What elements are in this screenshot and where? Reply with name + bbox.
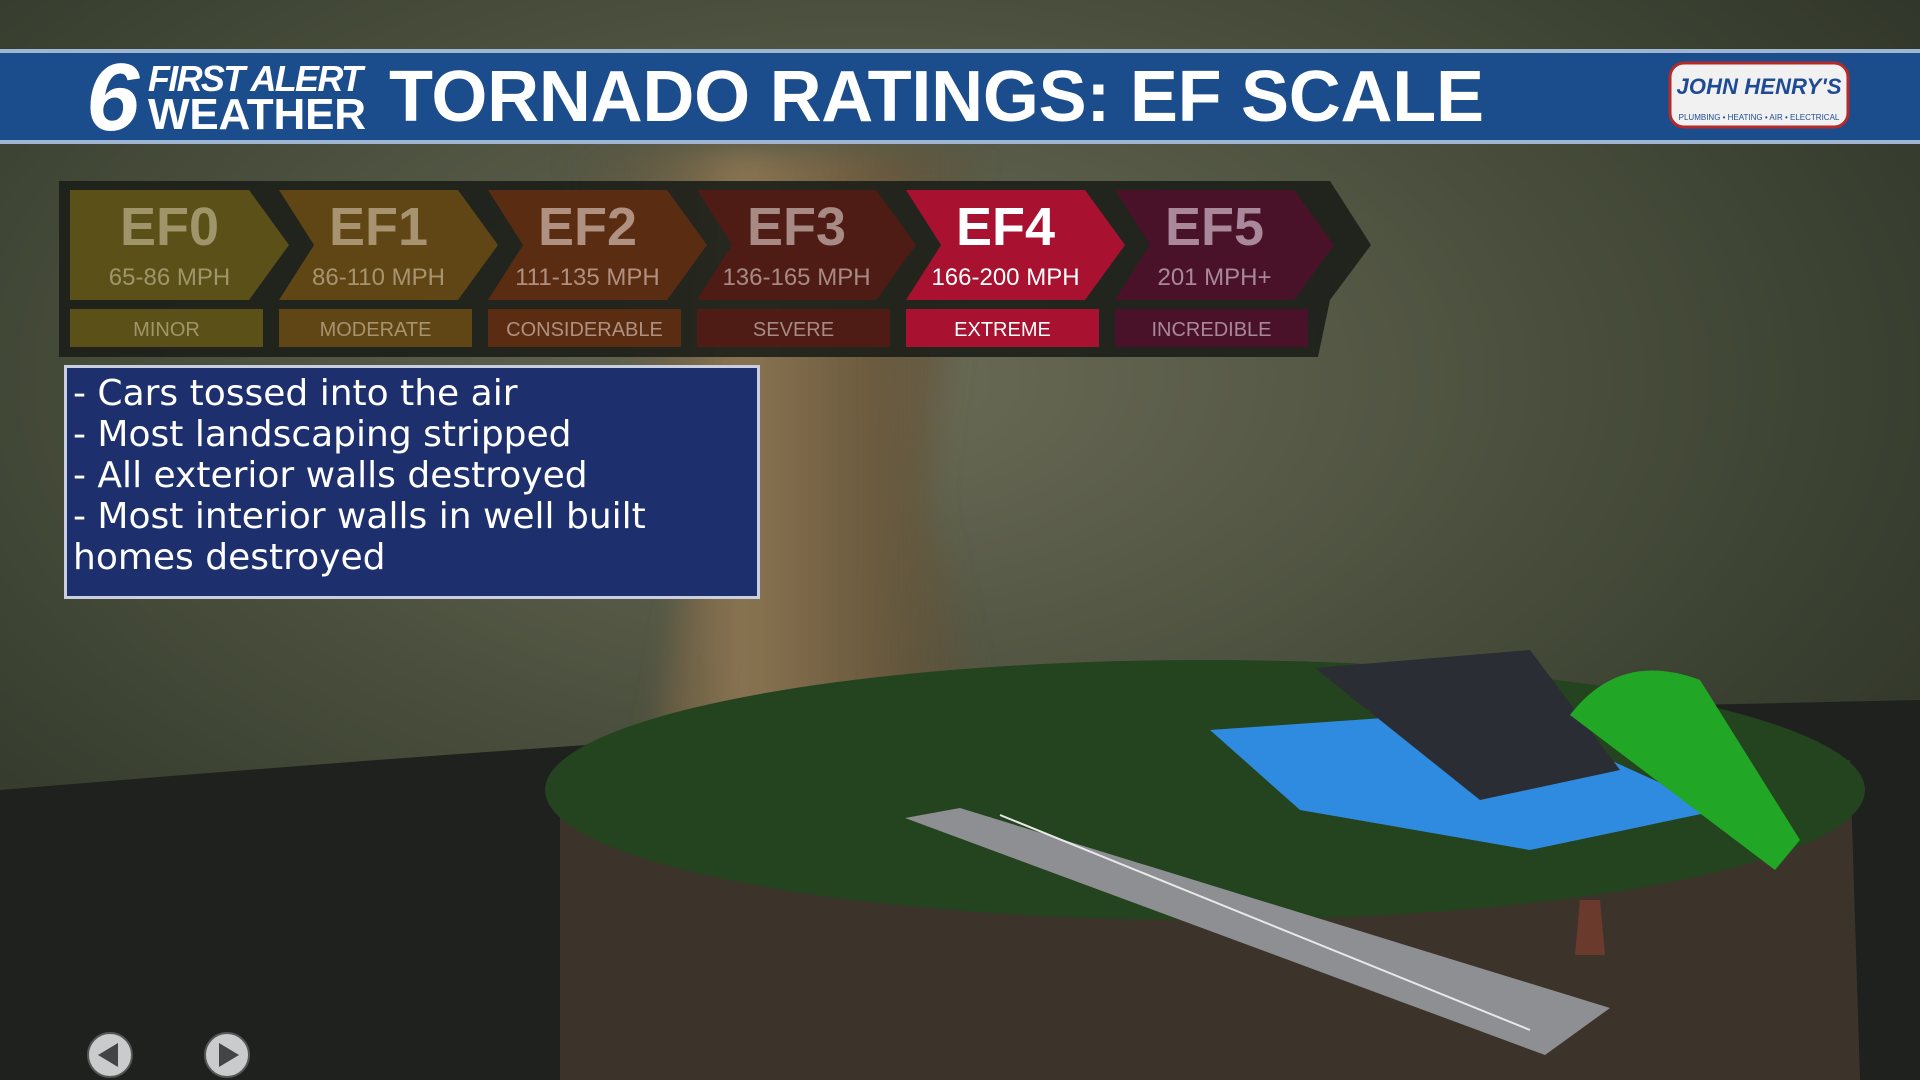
ef-rating: INCREDIBLE — [1151, 319, 1271, 341]
ef-rating: MINOR — [133, 319, 200, 341]
description-line: - All exterior walls destroyed — [73, 455, 588, 496]
ef-arrow — [279, 190, 498, 300]
ef-arrow — [697, 190, 916, 300]
ef-rating: SEVERE — [753, 319, 834, 341]
logo-number: 6 — [86, 44, 140, 151]
sponsor-tagline: PLUMBING • HEATING • AIR • ELECTRICAL — [1679, 113, 1840, 122]
header-edge — [0, 140, 1920, 144]
ef-speed: 201 MPH+ — [1157, 264, 1271, 291]
ef-speed: 86-110 MPH — [312, 264, 445, 291]
ef-name: EF2 — [538, 197, 637, 257]
rating-bar — [697, 309, 890, 347]
ef-arrow — [906, 190, 1125, 300]
house-roof — [1315, 650, 1620, 800]
ef-speed: 65-86 MPH — [109, 264, 230, 291]
ef-name: EF1 — [329, 197, 428, 257]
ef-arrow — [488, 190, 707, 300]
road-line — [999, 814, 1531, 1031]
header-edge — [0, 49, 1920, 53]
rating-bar — [906, 309, 1099, 347]
debris-cone — [1570, 670, 1800, 870]
next-icon — [219, 1043, 239, 1067]
ef-name: EF3 — [747, 197, 846, 257]
logo-line1: FIRST ALERT — [148, 58, 366, 99]
ef-speed: 166-200 MPH — [931, 264, 1079, 291]
prev-icon — [98, 1043, 118, 1067]
description-line: - Cars tossed into the air — [73, 373, 518, 414]
rating-bar — [279, 309, 472, 347]
road — [905, 808, 1610, 1055]
ef-rating: CONSIDERABLE — [506, 319, 663, 341]
ef-speed: 136-165 MPH — [722, 264, 870, 291]
ef-rating: MODERATE — [320, 319, 432, 341]
ef-name: EF4 — [956, 197, 1055, 257]
description-box: - Cars tossed into the air - Most landsca… — [64, 365, 760, 599]
sponsor: JOHN HENRY'S — [1677, 74, 1842, 99]
description-line: - Most landscaping stripped — [73, 414, 572, 455]
ef-name: EF0 — [120, 197, 219, 257]
description-line: - Most interior walls in well built home… — [73, 496, 646, 578]
ef-speed: 111-135 MPH — [515, 264, 660, 291]
ef-arrow — [1115, 190, 1334, 300]
sponsor-badge — [1668, 61, 1850, 129]
ef-rating: EXTREME — [954, 319, 1051, 341]
post — [1575, 900, 1605, 955]
ef-scale: EF0 65-86 MPH MINOR EF1 86-110 MPH MODERATE EF… — [70, 190, 1334, 347]
header-bar — [0, 49, 1920, 144]
logo-line2: WEATHER — [148, 90, 366, 139]
rating-bar — [488, 309, 681, 347]
title: TORNADO RATINGS: EF SCALE — [389, 57, 1484, 137]
rating-bar — [1115, 309, 1308, 347]
rating-bar — [70, 309, 263, 347]
ef-name: EF5 — [1165, 197, 1264, 257]
ef-arrow — [70, 190, 289, 300]
